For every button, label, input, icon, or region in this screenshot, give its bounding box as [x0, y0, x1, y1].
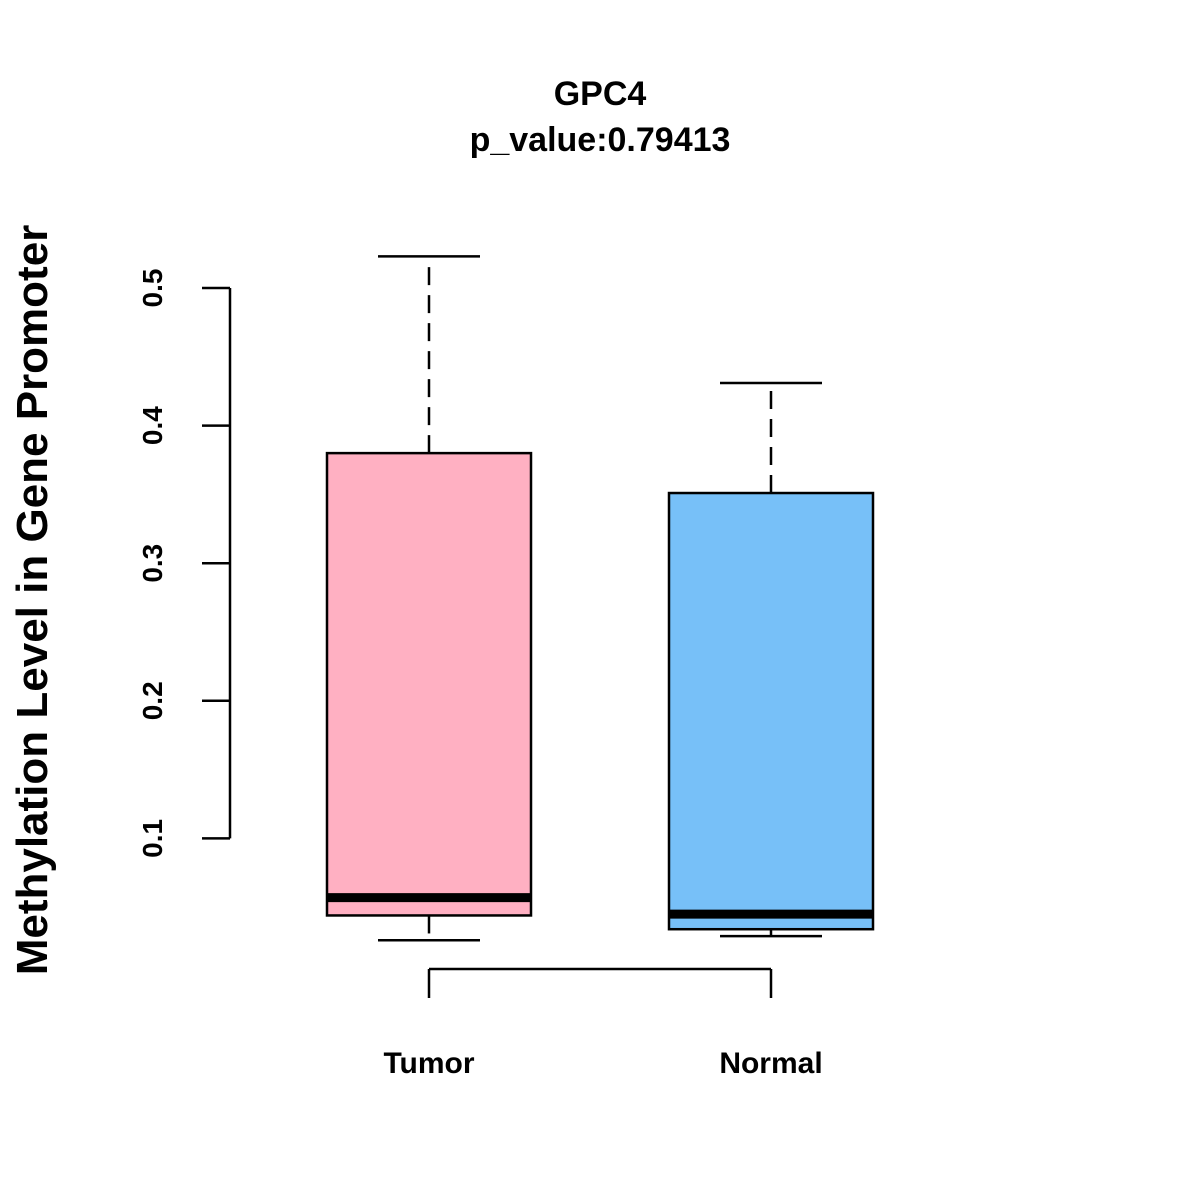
boxes-group	[325, 255, 875, 942]
y-tick-label-0: 0.1	[137, 819, 168, 858]
y-axis: 0.1 0.2 0.3 0.4 0.5	[137, 269, 232, 858]
y-tick-label-3: 0.4	[137, 406, 168, 445]
normal-box	[667, 491, 875, 931]
y-axis-label: Methylation Level in Gene Promoter	[8, 225, 57, 976]
y-tick-label-2: 0.3	[137, 544, 168, 583]
tumor-box	[325, 451, 533, 917]
y-tick-label-1: 0.2	[137, 681, 168, 720]
y-tick-label-4: 0.5	[137, 269, 168, 308]
x-tick-label-normal: Normal	[719, 1047, 822, 1080]
chart-subtitle: p_value:0.79413	[470, 121, 731, 159]
chart-title: GPC4	[554, 75, 647, 113]
x-tick-label-tumor: Tumor	[383, 1047, 474, 1080]
x-axis: Tumor Normal	[383, 967, 823, 1080]
